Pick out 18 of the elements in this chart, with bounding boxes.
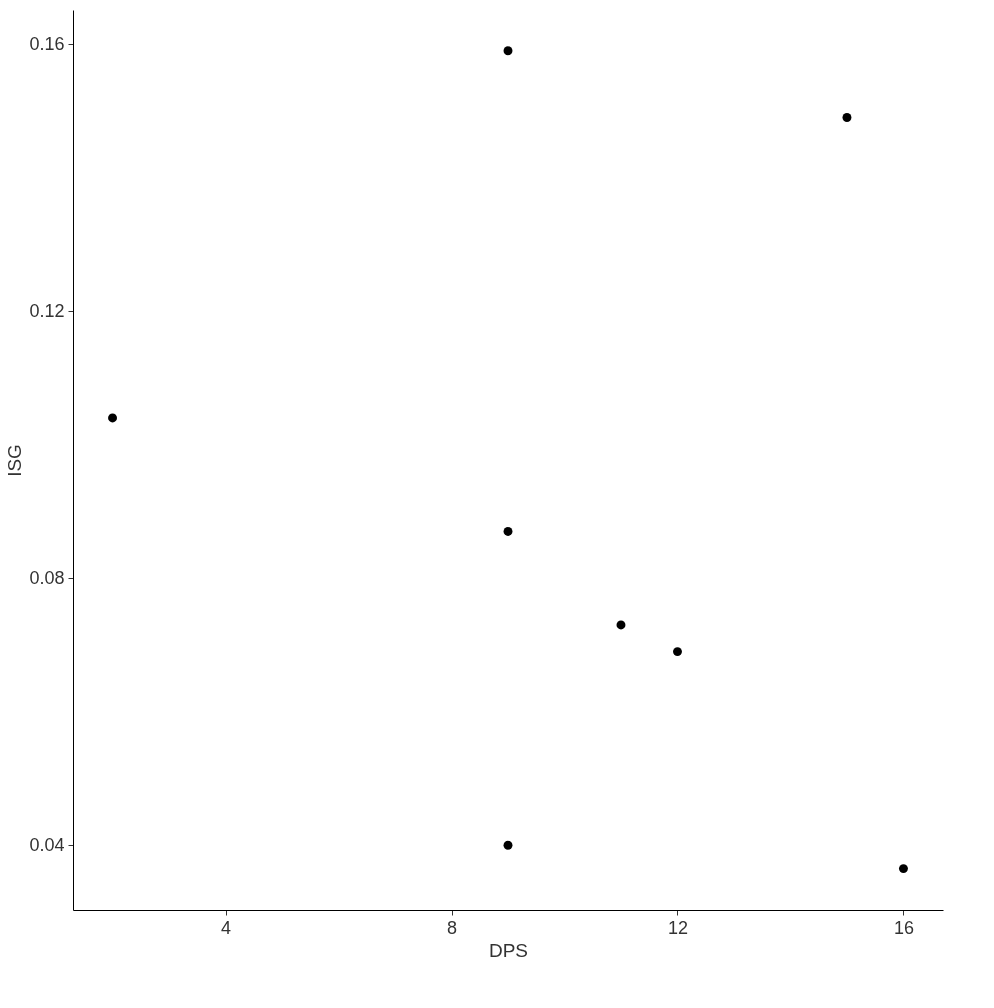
x-tick-label: 8 bbox=[447, 917, 458, 938]
point bbox=[108, 413, 118, 423]
x-tick-label: 16 bbox=[893, 917, 914, 938]
point bbox=[898, 864, 908, 874]
point bbox=[616, 620, 626, 630]
point bbox=[673, 647, 682, 657]
point bbox=[503, 526, 513, 536]
y-tick-label: 0.12 bbox=[29, 300, 65, 321]
point bbox=[842, 113, 852, 122]
x-axis-title: DPS bbox=[488, 939, 529, 961]
y-axis-title: ISG bbox=[4, 444, 26, 477]
y-tick-label: 0.04 bbox=[29, 834, 65, 855]
y-tick-label: 0.16 bbox=[29, 33, 65, 54]
point bbox=[503, 840, 513, 850]
y-tick-label: 0.08 bbox=[29, 567, 65, 588]
x-tick-label: 4 bbox=[221, 917, 232, 938]
x-tick-label: 12 bbox=[667, 917, 688, 938]
point bbox=[503, 46, 513, 56]
